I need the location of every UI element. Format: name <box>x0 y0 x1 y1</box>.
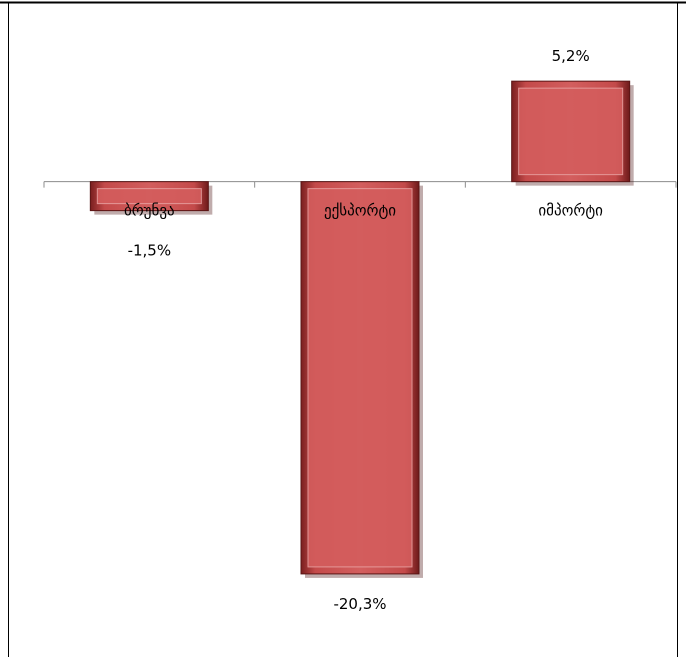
bar-bevel <box>518 87 624 176</box>
bar-bevel <box>96 188 202 205</box>
category-label: ბრუნვა <box>124 202 175 220</box>
data-label: -20,3% <box>333 595 386 613</box>
data-label: -1,5% <box>128 242 172 260</box>
category-label: ექსპორტი <box>324 202 396 220</box>
data-label: 5,2% <box>552 47 590 65</box>
category-label: იმპორტი <box>538 202 603 220</box>
bar-bevel <box>307 188 413 568</box>
